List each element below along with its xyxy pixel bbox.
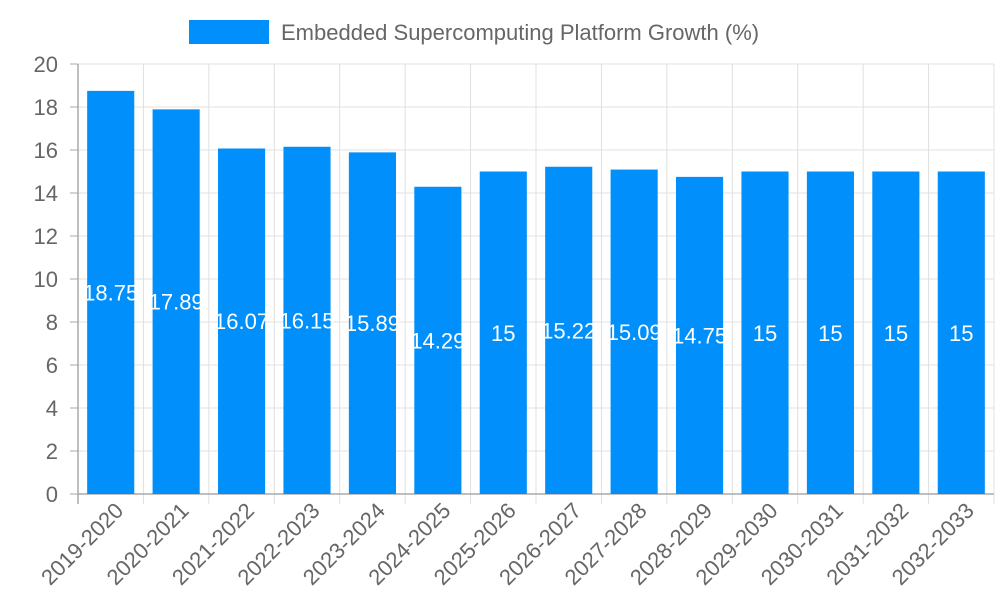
bar[interactable] <box>806 171 854 495</box>
y-tick-label: 2 <box>46 439 58 464</box>
data-label: 14.29 <box>410 328 465 353</box>
y-tick-label: 16 <box>34 138 58 163</box>
data-label: 15 <box>949 321 973 346</box>
bar[interactable] <box>414 186 462 494</box>
bar[interactable] <box>741 171 789 495</box>
data-label: 16.15 <box>279 308 334 333</box>
grid <box>78 63 995 504</box>
data-label: 18.75 <box>83 280 138 305</box>
data-label: 15 <box>884 321 908 346</box>
y-tick-label: 18 <box>34 95 58 120</box>
y-tick-label: 10 <box>34 267 58 292</box>
legend-swatch <box>189 20 269 44</box>
bar[interactable] <box>479 171 527 495</box>
y-tick-label: 14 <box>34 181 58 206</box>
legend[interactable]: Embedded Supercomputing Platform Growth … <box>189 20 759 45</box>
data-label: 15.22 <box>541 318 596 343</box>
x-axis: 2019-20202020-20212021-20222022-20232023… <box>36 498 979 590</box>
data-label: 15.89 <box>345 311 400 336</box>
y-tick-label: 4 <box>46 396 58 421</box>
y-axis: 0 2 4 6 8 10 12 14 16 18 20 <box>34 52 79 507</box>
y-tick-label: 6 <box>46 353 58 378</box>
legend-label: Embedded Supercomputing Platform Growth … <box>281 20 759 45</box>
y-tick-label: 8 <box>46 310 58 335</box>
data-label: 16.07 <box>214 309 269 334</box>
data-label: 15.09 <box>607 320 662 345</box>
data-label: 15 <box>818 321 842 346</box>
data-label: 15 <box>753 321 777 346</box>
bar[interactable] <box>676 176 724 494</box>
bar[interactable] <box>283 146 331 494</box>
y-tick-label: 12 <box>34 224 58 249</box>
bar[interactable] <box>610 169 658 494</box>
bar[interactable] <box>545 166 593 494</box>
bar[interactable] <box>348 152 396 495</box>
bar[interactable] <box>937 171 985 495</box>
data-label: 14.75 <box>672 323 727 348</box>
bars: 18.75 17.89 16.07 16.15 15.89 14.29 15 15.22 15.… <box>83 90 985 495</box>
y-tick-label: 0 <box>46 482 58 507</box>
bar[interactable] <box>218 148 266 494</box>
bar[interactable] <box>152 109 200 495</box>
data-label: 17.89 <box>149 290 204 315</box>
bar[interactable] <box>87 90 135 494</box>
y-tick-label: 20 <box>34 52 58 77</box>
data-label: 15 <box>491 321 515 346</box>
bar[interactable] <box>872 171 920 495</box>
